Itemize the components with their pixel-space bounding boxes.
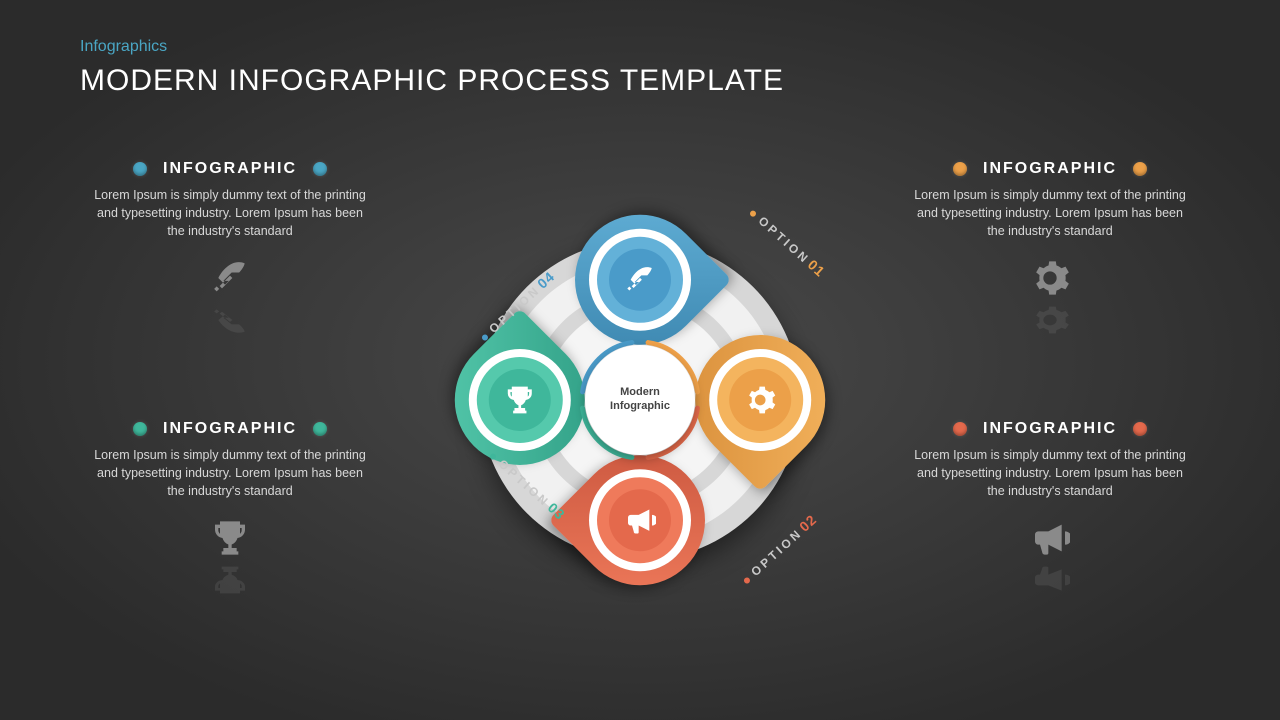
bullet-dot bbox=[1133, 162, 1147, 176]
bullet-dot bbox=[953, 162, 967, 176]
text-block-tr: INFOGRAPHIC Lorem Ipsum is simply dummy … bbox=[910, 160, 1190, 340]
icon-reflection bbox=[910, 304, 1190, 336]
block-body: Lorem Ipsum is simply dummy text of the … bbox=[910, 446, 1190, 500]
block-heading: INFOGRAPHIC bbox=[983, 420, 1117, 438]
option-label-02: OPTION02 bbox=[738, 511, 820, 587]
bullet-dot bbox=[953, 422, 967, 436]
bullet-dot bbox=[133, 162, 147, 176]
bullet-dot bbox=[133, 422, 147, 436]
option-label-01: OPTION01 bbox=[747, 204, 829, 280]
megaphone-icon bbox=[910, 518, 1190, 558]
pretitle: Infographics bbox=[80, 38, 167, 56]
icon-reflection bbox=[910, 564, 1190, 596]
block-body: Lorem Ipsum is simply dummy text of the … bbox=[910, 186, 1190, 240]
text-block-tl: INFOGRAPHIC Lorem Ipsum is simply dummy … bbox=[90, 160, 370, 340]
block-heading: INFOGRAPHIC bbox=[163, 160, 297, 178]
page-title: MODERN INFOGRAPHIC PROCESS TEMPLATE bbox=[80, 64, 784, 98]
bullet-dot bbox=[1133, 422, 1147, 436]
block-body: Lorem Ipsum is simply dummy text of the … bbox=[90, 446, 370, 500]
option-label-04: OPTION04 bbox=[476, 268, 558, 344]
bullet-dot bbox=[313, 162, 327, 176]
block-body: Lorem Ipsum is simply dummy text of the … bbox=[90, 186, 370, 240]
text-block-br: INFOGRAPHIC Lorem Ipsum is simply dummy … bbox=[910, 420, 1190, 600]
process-diagram: Modern Infographic OPTION01OPTION02OPTIO… bbox=[420, 180, 860, 620]
trophy-icon bbox=[90, 518, 370, 558]
bullet-dot bbox=[313, 422, 327, 436]
feather-icon bbox=[90, 258, 370, 298]
icon-reflection bbox=[90, 564, 370, 596]
icon-reflection bbox=[90, 304, 370, 336]
option-label-03: OPTION03 bbox=[487, 447, 569, 523]
text-block-bl: INFOGRAPHIC Lorem Ipsum is simply dummy … bbox=[90, 420, 370, 600]
block-heading: INFOGRAPHIC bbox=[983, 160, 1117, 178]
block-heading: INFOGRAPHIC bbox=[163, 420, 297, 438]
gear-icon bbox=[910, 258, 1190, 298]
